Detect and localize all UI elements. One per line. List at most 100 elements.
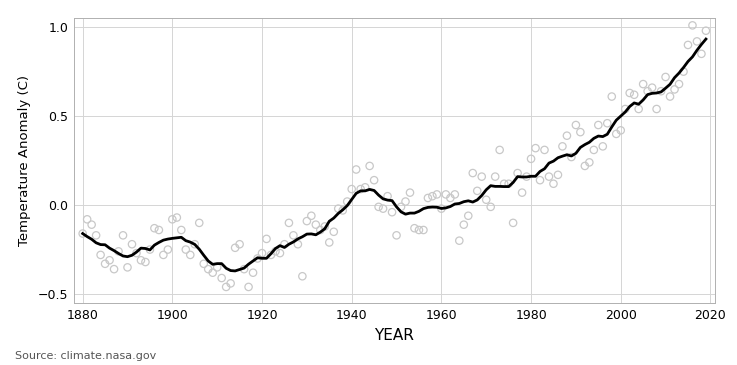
Point <box>476 174 488 180</box>
Point <box>664 94 676 100</box>
Point <box>328 229 340 235</box>
Point <box>256 250 268 256</box>
Point <box>534 177 546 183</box>
Point <box>104 257 116 263</box>
Point <box>633 106 645 112</box>
Point <box>404 190 416 196</box>
Point <box>368 177 380 183</box>
Point <box>377 206 389 212</box>
Point <box>579 163 591 169</box>
Point <box>180 247 192 253</box>
Point <box>642 88 654 94</box>
Point <box>229 245 241 251</box>
Point <box>485 204 497 210</box>
Point <box>399 199 411 204</box>
Point <box>261 236 273 242</box>
Point <box>189 241 200 247</box>
Point <box>556 143 568 149</box>
Point <box>431 192 443 197</box>
Point <box>354 186 366 192</box>
Point <box>503 181 514 187</box>
Point <box>149 225 161 231</box>
Point <box>144 247 156 253</box>
Point <box>332 206 344 212</box>
Point <box>606 94 618 100</box>
Point <box>270 249 282 254</box>
Point <box>696 51 708 57</box>
Point <box>292 241 304 247</box>
Point <box>548 181 559 187</box>
Point <box>238 266 250 272</box>
Point <box>525 156 537 162</box>
Point <box>319 223 331 229</box>
Point <box>283 220 295 226</box>
Point <box>382 193 394 199</box>
Point <box>220 284 232 290</box>
Point <box>198 261 209 267</box>
Point <box>305 213 317 219</box>
Point <box>359 184 371 190</box>
Point <box>691 38 703 44</box>
Point <box>472 188 483 194</box>
Point <box>373 204 385 210</box>
Point <box>593 122 604 128</box>
Point <box>108 266 120 272</box>
Point <box>158 252 170 258</box>
Point <box>395 204 407 210</box>
Point <box>467 170 478 176</box>
Point <box>90 233 102 238</box>
Point <box>301 218 312 224</box>
Point <box>449 192 461 197</box>
Point <box>247 270 259 276</box>
X-axis label: YEAR: YEAR <box>374 328 414 343</box>
Point <box>561 133 573 139</box>
Point <box>139 259 151 265</box>
Point <box>552 172 564 178</box>
Point <box>408 225 420 231</box>
Point <box>310 222 322 228</box>
Point <box>225 280 237 286</box>
Point <box>444 195 456 201</box>
Point <box>498 181 510 187</box>
Point <box>638 81 649 87</box>
Point <box>296 273 308 279</box>
Point <box>673 81 685 87</box>
Point <box>287 233 299 238</box>
Point <box>511 170 523 176</box>
Point <box>427 193 439 199</box>
Point <box>628 92 640 98</box>
Point <box>216 275 228 281</box>
Point <box>597 143 609 149</box>
Point <box>610 131 622 137</box>
Point <box>440 192 452 197</box>
Point <box>126 241 138 247</box>
Point <box>436 206 447 212</box>
Point <box>655 88 667 94</box>
Point <box>162 247 174 253</box>
Point <box>212 264 223 270</box>
Point <box>700 28 712 34</box>
Point <box>122 264 133 270</box>
Point <box>543 174 555 180</box>
Point <box>494 147 506 153</box>
Point <box>77 231 88 237</box>
Point <box>350 166 362 172</box>
Point <box>570 122 581 128</box>
Point <box>265 252 277 258</box>
Point <box>85 222 97 228</box>
Point <box>413 227 425 233</box>
Point <box>130 250 142 256</box>
Point <box>418 227 430 233</box>
Point <box>516 190 528 196</box>
Point <box>234 241 245 247</box>
Text: Source: climate.nasa.gov: Source: climate.nasa.gov <box>15 351 156 361</box>
Point <box>167 216 178 222</box>
Point <box>386 209 398 215</box>
Point <box>565 154 577 160</box>
Point <box>687 23 699 28</box>
Point <box>341 199 353 204</box>
Point <box>624 90 635 96</box>
Point <box>184 252 196 258</box>
Point <box>453 238 465 243</box>
Point <box>574 129 586 135</box>
